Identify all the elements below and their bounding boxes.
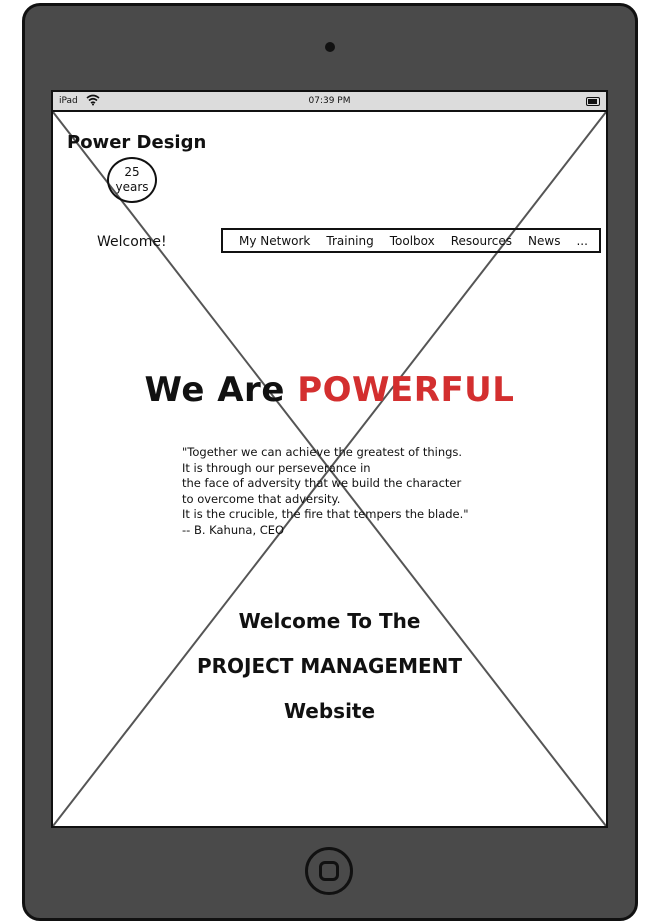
nav-item-more[interactable]: ... [576, 233, 588, 248]
badge-number: 25 [124, 165, 140, 179]
anniversary-badge: 25 years [107, 157, 157, 203]
quote-line: It is through our perseverance in [182, 460, 371, 475]
welcome-label: Welcome! [97, 234, 167, 250]
quote-attribution: -- B. Kahuna, CEO [182, 522, 285, 537]
site-welcome-line1: Welcome To The [238, 609, 421, 633]
home-button[interactable] [305, 847, 353, 895]
hero-headline: We Are POWERFUL [53, 370, 606, 410]
quote-line: It is the crucible, the fire that temper… [182, 507, 469, 521]
battery-icon [586, 97, 600, 106]
hero-prefix: We Are [144, 370, 285, 410]
nav-item-toolbox[interactable]: Toolbox [389, 233, 435, 248]
badge-unit: years [115, 180, 149, 194]
hero-accent: POWERFUL [297, 370, 515, 410]
quote-line: "Together we can achieve the greatest of… [182, 445, 463, 459]
nav-item-training[interactable]: Training [326, 233, 374, 248]
quote-line: to overcome that adversity. [182, 491, 341, 506]
quote-line: the face of adversity that we build the … [182, 476, 462, 490]
home-button-icon [319, 861, 339, 881]
site-welcome-line3: Website [283, 699, 376, 723]
nav-item-news[interactable]: News [528, 233, 561, 248]
wifi-icon [86, 94, 100, 109]
brand-title: Power Design [67, 132, 207, 153]
status-time: 07:39 PM [308, 96, 351, 106]
camera-dot [325, 42, 335, 52]
site-welcome-line2: PROJECT MANAGEMENT [196, 654, 463, 678]
carrier-label: iPad [59, 96, 78, 106]
nav-bar: My Network Training Toolbox Resources Ne… [221, 228, 601, 253]
nav-item-my-network[interactable]: My Network [239, 233, 311, 248]
ceo-quote: "Together we can achieve the greatest of… [182, 445, 469, 538]
screen: iPad 07:39 PM Power Design 25 years Welc… [51, 90, 608, 828]
status-bar: iPad 07:39 PM [53, 92, 606, 112]
nav-item-resources[interactable]: Resources [450, 233, 513, 248]
